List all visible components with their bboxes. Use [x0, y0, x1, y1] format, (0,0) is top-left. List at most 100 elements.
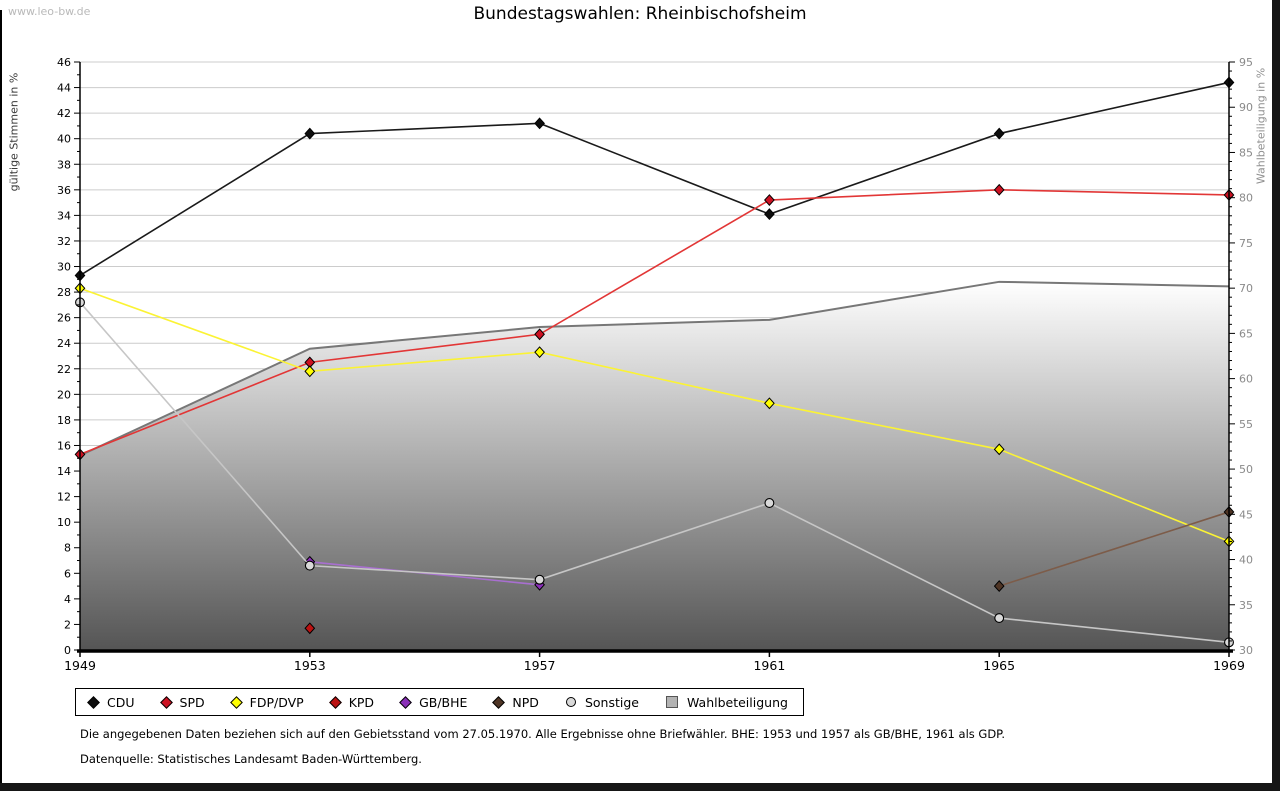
- tick-label: 80: [1239, 192, 1253, 205]
- legend-label: NPD: [512, 694, 539, 710]
- legend-label: Wahlbeteiligung: [686, 694, 788, 710]
- legend-item-wahlbeteiligung: Wahlbeteiligung: [665, 694, 788, 710]
- tick-label: 95: [1239, 56, 1253, 69]
- tick-label: 38: [57, 158, 71, 171]
- legend-label: KPD: [348, 694, 375, 710]
- data-point: [993, 443, 1005, 456]
- legend-item-cdu: CDU: [87, 694, 135, 710]
- page-border-bottom: [0, 783, 1280, 791]
- legend-marker-icon: [565, 697, 576, 707]
- legend-marker-icon: [492, 695, 506, 709]
- tick-label: 55: [1239, 418, 1253, 431]
- tick-label: 2: [64, 618, 71, 631]
- tick-label: 30: [1239, 644, 1253, 657]
- tick-label: 12: [57, 491, 71, 504]
- tick-label: 42: [57, 107, 71, 120]
- legend-marker-icon: [328, 695, 342, 709]
- year-label: 1957: [524, 658, 556, 673]
- footer-note: Die angegebenen Daten beziehen sich auf …: [80, 727, 1005, 741]
- page-border-right: [1272, 0, 1280, 791]
- tick-label: 40: [1239, 554, 1253, 567]
- year-label: 1949: [64, 658, 96, 673]
- tick-label: 35: [1239, 599, 1253, 612]
- legend-label: Sonstige: [584, 694, 639, 710]
- series-line: [79, 287, 1230, 543]
- legend: CDU SPD FDP/DVP KPD GB/BHE NPD Sonstige Wahlbet…: [75, 688, 804, 716]
- tick-label: 90: [1239, 101, 1253, 114]
- tick-label: 10: [57, 516, 71, 529]
- legend-label: SPD: [179, 694, 205, 710]
- tick-label: 6: [64, 567, 71, 580]
- legend-item-npd: NPD: [492, 694, 539, 710]
- data-point: [764, 498, 775, 508]
- tick-label: 65: [1239, 327, 1253, 340]
- legend-marker-icon: [399, 695, 412, 709]
- legend-item-gb-bhe: GB/BHE: [399, 694, 468, 710]
- data-point: [764, 397, 775, 410]
- data-point: [534, 574, 545, 585]
- page-title: Bundestagswahlen: Rheinbischofsheim: [473, 4, 807, 24]
- data-point: [993, 580, 1005, 593]
- tick-label: 8: [64, 542, 71, 555]
- tick-label: 60: [1239, 373, 1253, 386]
- legend-label: GB/BHE: [419, 694, 468, 710]
- legend-item-spd: SPD: [159, 694, 205, 710]
- year-label: 1953: [294, 658, 326, 673]
- tick-label: 20: [57, 388, 71, 401]
- data-point: [994, 613, 1005, 623]
- year-label: 1965: [983, 658, 1015, 673]
- data-point: [993, 127, 1005, 140]
- tick-label: 26: [57, 312, 71, 325]
- legend-marker-icon: [159, 695, 173, 709]
- tick-label: 32: [57, 235, 71, 248]
- tick-label: 46: [57, 56, 71, 69]
- tick-label: 50: [1239, 463, 1253, 476]
- tick-label: 75: [1239, 237, 1253, 250]
- data-point: [993, 183, 1005, 196]
- tick-label: 30: [57, 261, 71, 274]
- tick-label: 14: [57, 465, 71, 478]
- tick-label: 18: [57, 414, 71, 427]
- tick-label: 70: [1239, 282, 1253, 295]
- tick-label: 85: [1239, 146, 1253, 159]
- data-point: [764, 208, 775, 221]
- legend-label: CDU: [107, 694, 135, 710]
- series-line: [79, 81, 1230, 277]
- tick-label: 44: [57, 82, 71, 95]
- tick-label: 0: [64, 644, 71, 657]
- tick-label: 36: [57, 184, 71, 197]
- tick-label: 34: [57, 209, 71, 222]
- series-line: [998, 511, 1230, 587]
- tick-label: 22: [57, 363, 71, 376]
- legend-item-sonstige: Sonstige: [565, 694, 639, 710]
- year-label: 1961: [753, 658, 785, 673]
- turnout-area: [80, 281, 1229, 650]
- turnout-line: [79, 280, 1230, 457]
- data-point: [304, 365, 316, 378]
- data-point: [764, 194, 775, 206]
- legend-marker-icon: [87, 695, 100, 709]
- data-point: [534, 328, 545, 341]
- tick-label: 4: [64, 593, 71, 606]
- footer-source: Datenquelle: Statistisches Landesamt Bad…: [80, 752, 422, 766]
- data-point: [304, 127, 316, 140]
- tick-label: 16: [57, 439, 71, 452]
- legend-item-fdp-dvp: FDP/DVP: [229, 695, 304, 710]
- legend-marker-icon: [229, 695, 243, 709]
- legend-marker-icon: [665, 696, 678, 708]
- data-point: [534, 117, 545, 130]
- series-line: [79, 189, 1230, 456]
- series-line: [79, 301, 1230, 644]
- watermark: www.leo-bw.de: [8, 5, 91, 18]
- legend-item-kpd: KPD: [328, 694, 375, 710]
- data-point: [534, 346, 545, 359]
- data-point: [304, 560, 315, 571]
- year-label: 1969: [1213, 658, 1245, 673]
- tick-label: 24: [57, 337, 71, 350]
- tick-label: 45: [1239, 508, 1253, 521]
- election-chart: 0246810121416182022242628303234363840424…: [57, 56, 1253, 673]
- tick-label: 40: [57, 133, 71, 146]
- page-border-left: [0, 10, 2, 783]
- data-point: [304, 622, 316, 635]
